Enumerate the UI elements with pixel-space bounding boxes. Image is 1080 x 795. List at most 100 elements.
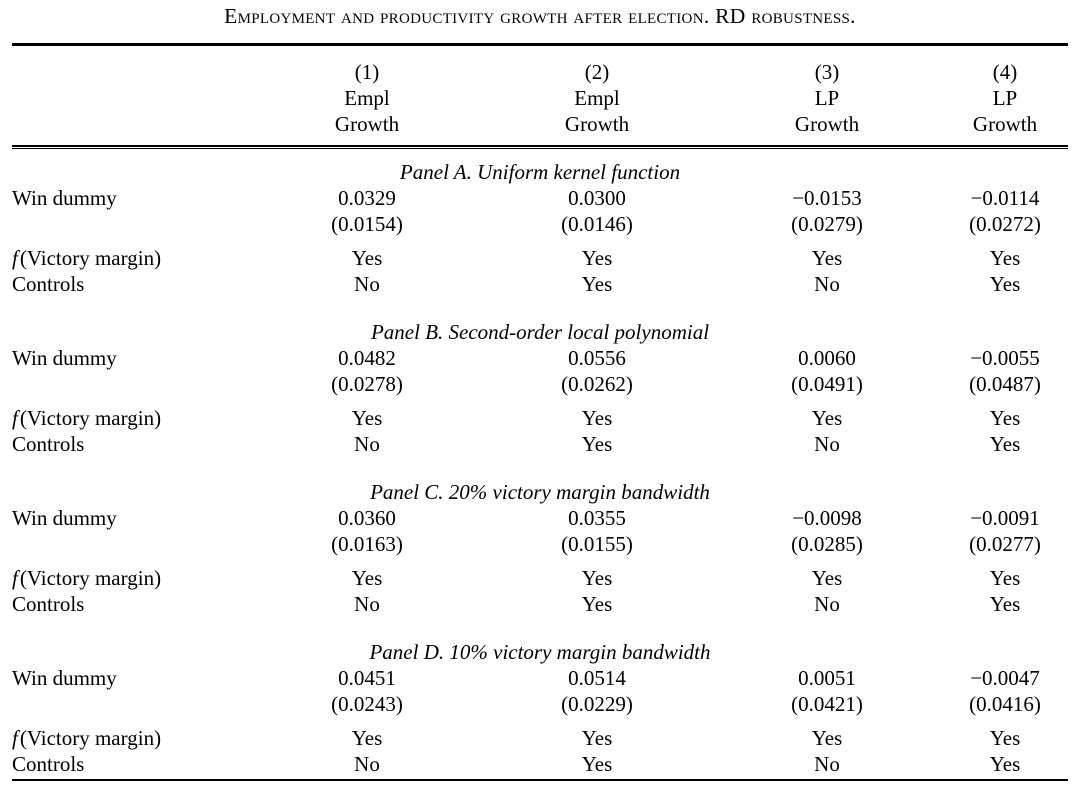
victory-margin-label-f: f xyxy=(12,726,18,750)
victory-margin-label: (Victory margin) xyxy=(19,726,162,750)
table-cell: (0.0243) xyxy=(331,692,403,716)
table-cell: No xyxy=(354,752,380,776)
row-label xyxy=(12,371,252,397)
panel-heading: Panel B. Second-order local polynomial xyxy=(370,320,710,344)
table-cell: No xyxy=(814,592,840,616)
controls-label: Controls xyxy=(12,752,85,776)
column-name-line2: Growth xyxy=(564,112,630,136)
coefficient-label: Win dummy xyxy=(12,186,117,210)
table-cell: (0.0487) xyxy=(969,372,1041,396)
row-label: f(Victory margin) xyxy=(12,405,252,431)
row-label: Win dummy xyxy=(12,665,252,691)
controls-row: Controls No Yes No Yes xyxy=(0,271,1080,297)
row-label xyxy=(12,531,252,557)
table-cell: (0.0278) xyxy=(331,372,403,396)
table-cell: 0.0556 xyxy=(568,346,626,370)
row-label: Controls xyxy=(12,271,252,297)
table-cell: Yes xyxy=(989,592,1021,616)
table-cell: 0.0514 xyxy=(568,666,626,690)
table-cell: (0.0272) xyxy=(969,212,1041,236)
row-label: Controls xyxy=(12,431,252,457)
table-cell: −0.0047 xyxy=(970,666,1040,690)
victory-margin-label-f: f xyxy=(12,246,18,270)
table-cell: −0.0153 xyxy=(792,186,862,210)
table-cell: Yes xyxy=(581,592,613,616)
panel-heading: Panel A. Uniform kernel function xyxy=(399,160,681,184)
victory-margin-label: (Victory margin) xyxy=(19,246,162,270)
coefficient-row: Win dummy 0.0482 0.0556 0.0060 −0.0055 xyxy=(0,345,1080,371)
victory-margin-row: f(Victory margin) Yes Yes Yes Yes xyxy=(0,245,1080,271)
table-cell: Yes xyxy=(989,406,1021,430)
panel-C: Panel C. 20% victory margin bandwidth Win… xyxy=(0,479,1080,617)
table-cell: (0.0262) xyxy=(561,372,633,396)
table-cell: 0.0300 xyxy=(568,186,626,210)
victory-margin-label: (Victory margin) xyxy=(19,406,162,430)
column-name-line2: Growth xyxy=(794,112,860,136)
column-number: (4) xyxy=(992,60,1018,84)
victory-margin-row: f(Victory margin) Yes Yes Yes Yes xyxy=(0,565,1080,591)
table-cell: 0.0482 xyxy=(338,346,396,370)
controls-row: Controls No Yes No Yes xyxy=(0,751,1080,777)
top-rule xyxy=(12,43,1068,46)
table-cell: −0.0091 xyxy=(970,506,1040,530)
table-cell: Yes xyxy=(989,272,1021,296)
column-name-line1: LP xyxy=(992,86,1018,110)
table-cell: Yes xyxy=(811,246,843,270)
std-error-row: (0.0163) (0.0155) (0.0285) (0.0277) xyxy=(0,531,1080,557)
column-name-line1: LP xyxy=(814,86,840,110)
std-error-row: (0.0243) (0.0229) (0.0421) (0.0416) xyxy=(0,691,1080,717)
table-cell: −0.0114 xyxy=(970,186,1040,210)
table-cell: (0.0154) xyxy=(331,212,403,236)
row-label: f(Victory margin) xyxy=(12,245,252,271)
table-cell: Yes xyxy=(351,566,383,590)
column-number: (3) xyxy=(814,60,840,84)
table-cell: 0.0051 xyxy=(798,666,856,690)
bottom-rule xyxy=(12,779,1068,781)
column-name-line2: Growth xyxy=(972,112,1038,136)
table-cell: (0.0279) xyxy=(791,212,863,236)
column-number: (2) xyxy=(584,60,610,84)
table-cell: 0.0451 xyxy=(338,666,396,690)
table-cell: (0.0155) xyxy=(561,532,633,556)
controls-label: Controls xyxy=(12,432,85,456)
controls-row: Controls No Yes No Yes xyxy=(0,431,1080,457)
table-cell: −0.0055 xyxy=(970,346,1040,370)
table-cell: Yes xyxy=(989,432,1021,456)
table-cell: 0.0329 xyxy=(338,186,396,210)
table-cell: Yes xyxy=(581,246,613,270)
std-error-row: (0.0154) (0.0146) (0.0279) (0.0272) xyxy=(0,211,1080,237)
coefficient-row: Win dummy 0.0451 0.0514 0.0051 −0.0047 xyxy=(0,665,1080,691)
table-cell: Yes xyxy=(351,406,383,430)
table-cell: Yes xyxy=(351,726,383,750)
table-cell: No xyxy=(354,272,380,296)
table-cell: 0.0360 xyxy=(338,506,396,530)
table-cell: No xyxy=(814,752,840,776)
victory-margin-row: f(Victory margin) Yes Yes Yes Yes xyxy=(0,725,1080,751)
table-cell: Yes xyxy=(811,726,843,750)
column-number: (1) xyxy=(354,60,380,84)
table-cell: (0.0229) xyxy=(561,692,633,716)
victory-margin-row: f(Victory margin) Yes Yes Yes Yes xyxy=(0,405,1080,431)
table-cell: No xyxy=(814,272,840,296)
table-cell: Yes xyxy=(581,726,613,750)
column-name-line1: Empl xyxy=(574,86,620,110)
controls-row: Controls No Yes No Yes xyxy=(0,591,1080,617)
table-cell: Yes xyxy=(989,566,1021,590)
coefficient-label: Win dummy xyxy=(12,346,117,370)
table-cell: Yes xyxy=(989,246,1021,270)
column-name-line2: Growth xyxy=(334,112,400,136)
table-cell: Yes xyxy=(989,726,1021,750)
table-cell: (0.0277) xyxy=(969,532,1041,556)
row-label: Win dummy xyxy=(12,345,252,371)
panel-B: Panel B. Second-order local polynomial Wi… xyxy=(0,319,1080,457)
panel-D: Panel D. 10% victory margin bandwidth Win… xyxy=(0,639,1080,777)
table-cell: Yes xyxy=(581,272,613,296)
table-cell: 0.0355 xyxy=(568,506,626,530)
table-cell: No xyxy=(354,432,380,456)
controls-label: Controls xyxy=(12,592,85,616)
table-cell: Yes xyxy=(811,566,843,590)
panel-heading: Panel C. 20% victory margin bandwidth xyxy=(370,480,710,504)
row-label xyxy=(12,211,252,237)
table-cell: Yes xyxy=(581,406,613,430)
